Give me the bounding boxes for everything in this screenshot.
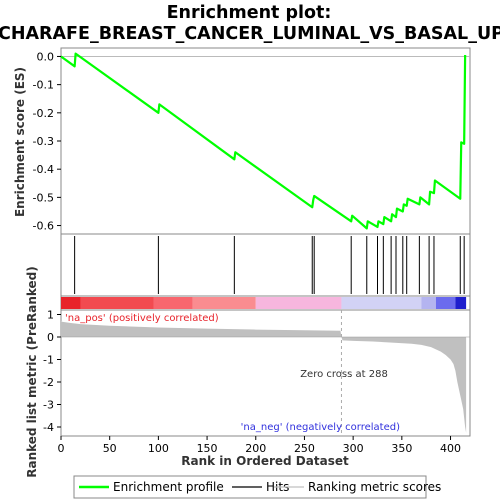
- color-bar-segment-0: [61, 297, 81, 309]
- es-y-ticks: 0.0 -0.1 -0.2 -0.3 -0.4 -0.5 -0.6: [33, 50, 61, 233]
- metric-tick-label-3: -2: [43, 376, 54, 389]
- color-bar: [61, 297, 467, 309]
- metric-tick-label-4: -3: [43, 399, 54, 412]
- x-tick-label-5: 250: [294, 442, 315, 455]
- es-tick-label-0: 0.0: [37, 50, 55, 63]
- x-axis-label: Rank in Ordered Dataset: [181, 454, 349, 468]
- metric-y-axis-label: Ranked list metric (PreRanked): [25, 266, 39, 478]
- x-ticks: 0 50 100 150 200 250 300 350 400: [58, 436, 461, 455]
- es-tick-label-5: -0.5: [33, 191, 54, 204]
- metric-tick-label-1: 0: [47, 331, 54, 344]
- chart-title-line1: Enrichment plot:: [167, 3, 332, 23]
- color-bar-segment-6: [421, 297, 436, 309]
- metric-tick-label-2: -1: [43, 354, 54, 367]
- hits-panel: [60, 233, 471, 297]
- color-bar-segment-7: [435, 297, 456, 309]
- enrichment-profile-line: [60, 52, 467, 230]
- hits-layer: [74, 236, 465, 294]
- metric-y-ticks: 1 0 -1 -2 -3 -4: [43, 309, 61, 434]
- x-tick-label-2: 100: [148, 442, 169, 455]
- x-tick-label-4: 200: [245, 442, 266, 455]
- color-bar-segment-3: [192, 297, 256, 309]
- x-tick-label-0: 0: [58, 442, 65, 455]
- color-bar-segment-4: [255, 297, 342, 309]
- metric-tick-label-0: 1: [47, 309, 54, 322]
- es-y-axis-label: Enrichment score (ES): [13, 67, 27, 217]
- metric-layer: [61, 310, 470, 436]
- x-tick-label-6: 300: [343, 442, 364, 455]
- chart-title-line2: CHARAFE_BREAST_CANCER_LUMINAL_VS_BASAL_U…: [0, 24, 500, 44]
- es-layer: [60, 52, 467, 230]
- pos-annotation: 'na_pos' (positively correlated): [65, 313, 219, 324]
- color-bar-segment-2: [153, 297, 193, 309]
- zero-cross-annotation: Zero cross at 288: [300, 369, 388, 380]
- x-tick-label-3: 150: [197, 442, 218, 455]
- color-bar-segment-8: [455, 297, 467, 309]
- x-tick-label-8: 400: [440, 442, 461, 455]
- es-tick-label-3: -0.3: [33, 135, 54, 148]
- legend-label-enrichment: Enrichment profile: [113, 480, 224, 494]
- legend-label-metric: Ranking metric scores: [308, 480, 441, 494]
- color-bar-segment-1: [80, 297, 154, 309]
- es-tick-label-1: -0.1: [33, 79, 54, 92]
- es-panel: [60, 47, 471, 235]
- metric-tick-label-5: -4: [43, 421, 54, 434]
- es-tick-label-6: -0.6: [33, 220, 54, 233]
- neg-annotation: 'na_neg' (negatively correlated): [241, 422, 400, 433]
- es-tick-label-4: -0.4: [33, 163, 54, 176]
- x-tick-label-1: 50: [103, 442, 117, 455]
- color-bar-segment-5: [341, 297, 422, 309]
- metric-area: [61, 320, 467, 433]
- x-tick-label-7: 350: [391, 442, 412, 455]
- es-tick-label-2: -0.2: [33, 107, 54, 120]
